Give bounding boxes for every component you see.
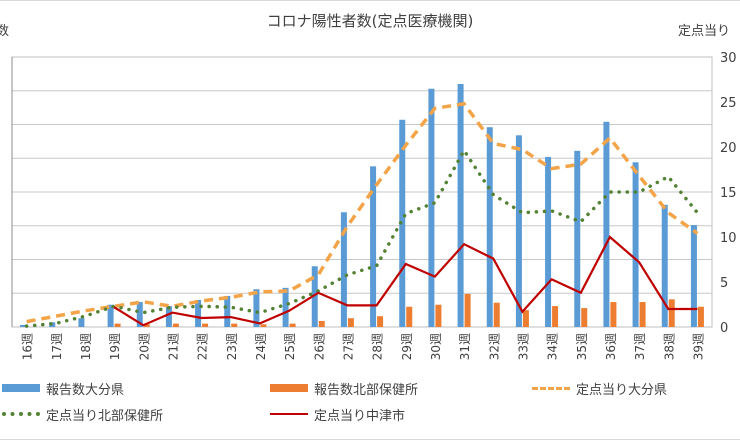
right-axis-tick-label: 25 [720,96,737,111]
right-axis-tick-label: 0 [720,321,728,336]
x-axis-tick-label: 23週 [225,333,239,360]
bar-oita-reports [370,166,377,327]
bar-north-reports [114,323,121,327]
x-axis-tick-label: 25週 [283,333,297,360]
legend-swatch-oita-reports [2,384,40,392]
legend-swatch-nakatsu-per-point [270,413,308,415]
bar-north-reports [318,320,325,327]
bar-north-reports [260,324,267,327]
bar-north-reports [231,323,238,327]
bar-north-reports [347,318,354,327]
legend-item-north-per-point: 定点当り北部保健所 [2,404,163,424]
bar-oita-reports [661,204,668,327]
bar-oita-reports [486,127,493,327]
x-axis-tick-label: 34週 [546,333,560,360]
right-axis-tick-label: 20 [720,141,737,156]
bar-oita-reports [574,150,581,327]
bar-north-reports [435,304,442,327]
x-axis-tick-label: 31週 [458,333,472,360]
bar-oita-reports [428,88,435,327]
x-axis-tick-label: 21週 [166,333,180,360]
bar-north-reports [581,308,588,327]
x-axis-tick-label: 39週 [691,333,705,360]
bar-oita-reports [224,295,231,327]
bar-oita-reports [165,306,172,327]
right-axis-tick-label: 10 [720,231,737,246]
right-axis-tick-label: 15 [720,186,737,201]
legend-label-north-reports: 報告数北部保健所 [314,382,419,398]
chart-title: コロナ陽性者数(定点医療機関) [266,12,474,30]
bar-oita-reports [78,318,85,327]
bar-oita-reports [515,135,522,327]
bar-north-reports [202,323,209,327]
line-nakatsu-per-point [113,235,698,327]
bar-north-reports [143,324,150,327]
x-axis-tick-label: 30週 [429,333,443,360]
legend-swatch-north-reports [270,384,308,392]
x-axis-tick-label: 17週 [50,333,64,360]
bar-north-reports [639,302,646,327]
right-axis-tick-label: 30 [720,51,737,66]
bar-oita-reports [690,225,697,327]
x-axis-tick-label: 35週 [575,333,589,360]
bar-north-reports [377,316,384,327]
x-axis-tick-label: 16週 [21,333,35,360]
bar-north-reports [172,323,179,327]
bar-north-reports [610,302,617,327]
x-axis-tick-label: 24週 [254,333,268,360]
right-axis-tick-label: 5 [720,276,728,291]
legend-swatch-north-per-point [2,412,40,416]
x-axis-tick-label: 29週 [400,333,414,360]
x-axis-tick-label: 18週 [79,333,93,360]
x-axis-tick-label: 38週 [662,333,676,360]
x-axis-tick-label: 33週 [516,333,530,360]
legend-label-oita-reports: 報告数大分県 [46,382,125,398]
legend-label-north-per-point: 定点当り北部保健所 [46,408,164,424]
x-axis-tick-label: 26週 [312,333,326,360]
bar-north-reports [697,306,704,327]
legend-item-north-reports: 報告数北部保健所 [270,378,418,398]
legend-label-nakatsu-per-point: 定点当り中津市 [314,408,406,424]
bar-oita-reports [545,156,552,327]
bar-oita-reports [107,304,114,327]
bar-oita-reports [136,302,143,327]
bar-north-reports [493,302,500,327]
x-axis-tick-label: 19週 [108,333,122,360]
line-oita-per-point [26,101,699,324]
bar-oita-reports [457,84,464,327]
x-axis-tick-label: 36週 [604,333,618,360]
x-axis-tick-label: 20週 [137,333,151,360]
x-axis-tick-label: 37週 [633,333,647,360]
legend-item-oita-reports: 報告数大分県 [2,378,124,398]
legend: 報告数大分県 報告数北部保健所 定点当り大分県 定点当り北部保健所 定点当り中津… [0,378,740,438]
left-axis-label: 数 [0,24,10,39]
bar-north-reports [522,310,529,327]
bar-north-reports [552,306,559,327]
line-north-per-point [24,147,700,328]
bar-oita-reports [603,121,610,327]
bar-north-reports [289,323,296,327]
bar-oita-reports [20,324,27,327]
legend-label-oita-per-point: 定点当り大分県 [576,382,668,398]
bar-north-reports [668,299,675,327]
legend-item-nakatsu-per-point: 定点当り中津市 [270,404,405,424]
bar-north-reports [464,293,471,327]
bar-oita-reports [253,289,260,327]
x-axis-tick-label: 27週 [341,333,355,360]
x-axis-tick-label: 32週 [487,333,501,360]
bar-oita-reports [311,266,318,327]
bar-oita-reports [195,300,202,327]
x-axis-tick-label: 28週 [371,333,385,360]
bar-oita-reports [632,162,639,327]
bar-oita-reports [282,287,289,327]
legend-item-oita-per-point: 定点当り大分県 [532,378,667,398]
legend-swatch-oita-per-point [532,386,570,390]
bar-north-reports [406,306,413,327]
right-axis-label: 定点当り [678,24,731,39]
x-axis-tick-label: 22週 [196,333,210,360]
bar-oita-reports [340,212,347,327]
